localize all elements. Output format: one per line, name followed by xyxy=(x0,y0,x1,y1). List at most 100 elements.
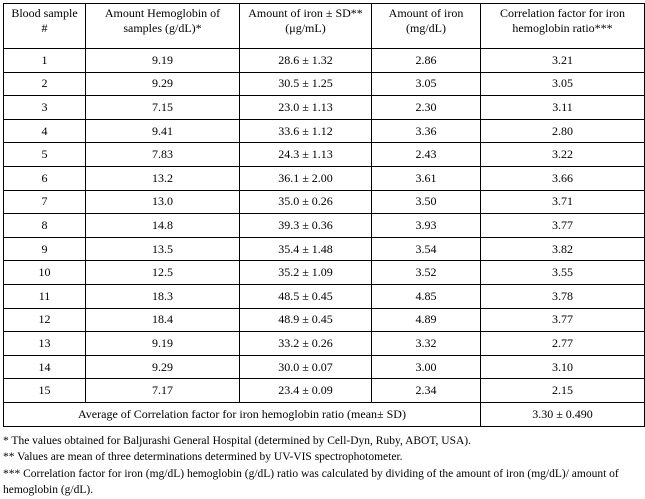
table-row: 7 13.0 35.0 ± 0.26 3.50 3.71 xyxy=(3,189,645,215)
table-cell: 18.4 xyxy=(85,307,240,333)
table-cell: 2.43 xyxy=(371,142,481,167)
table-cell: 3.10 xyxy=(480,354,645,380)
table-cell: 48.9 ± 0.45 xyxy=(239,307,372,333)
table-cell: 24.3 ± 1.13 xyxy=(239,142,372,167)
table-row: 6 13.2 36.1 ± 2.00 3.61 3.66 xyxy=(3,165,645,191)
table-cell: 7 xyxy=(3,189,86,215)
table-cell: 13.5 xyxy=(85,236,240,262)
footnote: * The values obtained for Baljurashi Gen… xyxy=(3,434,471,447)
header-cell: Correlation factor for iron hemoglobin r… xyxy=(480,3,645,49)
table-cell: 13.2 xyxy=(85,165,240,191)
table-cell: 28.6 ± 1.32 xyxy=(239,48,372,73)
table-cell: 13 xyxy=(3,331,86,356)
table-row: 11 18.3 48.5 ± 0.45 4.85 3.78 xyxy=(3,283,645,309)
table-cell: 3 xyxy=(3,95,86,120)
table-cell: 3.05 xyxy=(371,71,481,97)
header-cell: Amount Hemoglobin of samples (g/dL)* xyxy=(85,3,240,49)
table-cell: 15 xyxy=(3,378,86,403)
table-cell: 7.15 xyxy=(85,95,240,120)
table-cell: 30.0 ± 0.07 xyxy=(239,354,372,380)
table-cell: 9.41 xyxy=(85,118,240,144)
table-row: 3 7.15 23.0 ± 1.13 2.30 3.11 xyxy=(3,95,645,120)
table-cell: 2 xyxy=(3,71,86,97)
table-cell: 9 xyxy=(3,236,86,262)
footnote: *** Correlation factor for iron (mg/dL) … xyxy=(3,467,619,497)
table-cell: 1 xyxy=(3,48,86,73)
footer-value: 3.30 ± 0.490 xyxy=(480,401,645,427)
table-cell: 3.93 xyxy=(371,213,481,238)
table-body: 1 9.19 28.6 ± 1.32 2.86 3.21 2 9.29 30.5 ± 1.25… xyxy=(3,48,645,427)
table-cell: 3.71 xyxy=(480,189,645,215)
table-cell: 14.8 xyxy=(85,213,240,238)
table-cell: 3.54 xyxy=(371,236,481,262)
header-cell: Blood sample # xyxy=(3,3,86,49)
table-cell: 35.2 ± 1.09 xyxy=(239,260,372,285)
table-cell: 2.86 xyxy=(371,48,481,73)
table-cell: 6 xyxy=(3,165,86,191)
header-row: Blood sample # Amount Hemoglobin of sampl… xyxy=(3,3,645,49)
notes: * The values obtained for Baljurashi Gen… xyxy=(3,433,644,499)
table-cell: 7.83 xyxy=(85,142,240,167)
table-cell: 23.4 ± 0.09 xyxy=(239,378,372,403)
table-cell: 4.85 xyxy=(371,283,481,309)
table-cell: 13.0 xyxy=(85,189,240,215)
table-cell: 3.52 xyxy=(371,260,481,285)
table-cell: 3.32 xyxy=(371,331,481,356)
table-cell: 8 xyxy=(3,213,86,238)
table-cell: 30.5 ± 1.25 xyxy=(239,71,372,97)
table-cell: 9.29 xyxy=(85,354,240,380)
table-cell: 2.77 xyxy=(480,331,645,356)
table-cell: 18.3 xyxy=(85,283,240,309)
table-cell: 35.0 ± 0.26 xyxy=(239,189,372,215)
table-row: 1 9.19 28.6 ± 1.32 2.86 3.21 xyxy=(3,48,645,73)
table-row: 10 12.5 35.2 ± 1.09 3.52 3.55 xyxy=(3,260,645,285)
table-cell: 9.19 xyxy=(85,331,240,356)
table-cell: 3.77 xyxy=(480,213,645,238)
table-cell: 48.5 ± 0.45 xyxy=(239,283,372,309)
table-cell: 2.80 xyxy=(480,118,645,144)
table-cell: 10 xyxy=(3,260,86,285)
table-cell: 3.78 xyxy=(480,283,645,309)
header-cell: Amount of iron (mg/dL) xyxy=(371,3,481,49)
table-cell: 12 xyxy=(3,307,86,333)
table-cell: 2.15 xyxy=(480,378,645,403)
table-cell: 3.61 xyxy=(371,165,481,191)
footnote: ** Values are mean of three determinatio… xyxy=(3,451,403,464)
table-cell: 5 xyxy=(3,142,86,167)
table-row: 9 13.5 35.4 ± 1.48 3.54 3.82 xyxy=(3,236,645,262)
table-cell: 3.05 xyxy=(480,71,645,97)
table-row: 2 9.29 30.5 ± 1.25 3.05 3.05 xyxy=(3,71,645,97)
table-cell: 35.4 ± 1.48 xyxy=(239,236,372,262)
table-cell: 3.00 xyxy=(371,354,481,380)
table-cell: 3.22 xyxy=(480,142,645,167)
table-cell: 11 xyxy=(3,283,86,309)
table-cell: 14 xyxy=(3,354,86,380)
table-row: 15 7.17 23.4 ± 0.09 2.34 2.15 xyxy=(3,378,645,403)
table-cell: 3.21 xyxy=(480,48,645,73)
footer-label: Average of Correlation factor for iron h… xyxy=(3,401,481,427)
table-cell: 3.82 xyxy=(480,236,645,262)
table-cell: 3.77 xyxy=(480,307,645,333)
table-row: 14 9.29 30.0 ± 0.07 3.00 3.10 xyxy=(3,354,645,380)
table-cell: 2.34 xyxy=(371,378,481,403)
table-cell: 4.89 xyxy=(371,307,481,333)
table-cell: 2.30 xyxy=(371,95,481,120)
table-row: 8 14.8 39.3 ± 0.36 3.93 3.77 xyxy=(3,213,645,238)
table-cell: 33.2 ± 0.26 xyxy=(239,331,372,356)
table-row: 4 9.41 33.6 ± 1.12 3.36 2.80 xyxy=(3,118,645,144)
table-cell: 7.17 xyxy=(85,378,240,403)
table-cell: 23.0 ± 1.13 xyxy=(239,95,372,120)
table-cell: 3.66 xyxy=(480,165,645,191)
table-cell: 4 xyxy=(3,118,86,144)
table-cell: 9.29 xyxy=(85,71,240,97)
header-cell: Amount of iron ± SD** (μg/mL) xyxy=(239,3,372,49)
table-cell: 3.11 xyxy=(480,95,645,120)
table-row: 12 18.4 48.9 ± 0.45 4.89 3.77 xyxy=(3,307,645,333)
table-cell: 3.36 xyxy=(371,118,481,144)
table-cell: 12.5 xyxy=(85,260,240,285)
table-cell: 36.1 ± 2.00 xyxy=(239,165,372,191)
footer-row: Average of Correlation factor for iron h… xyxy=(3,401,645,427)
table-cell: 3.55 xyxy=(480,260,645,285)
